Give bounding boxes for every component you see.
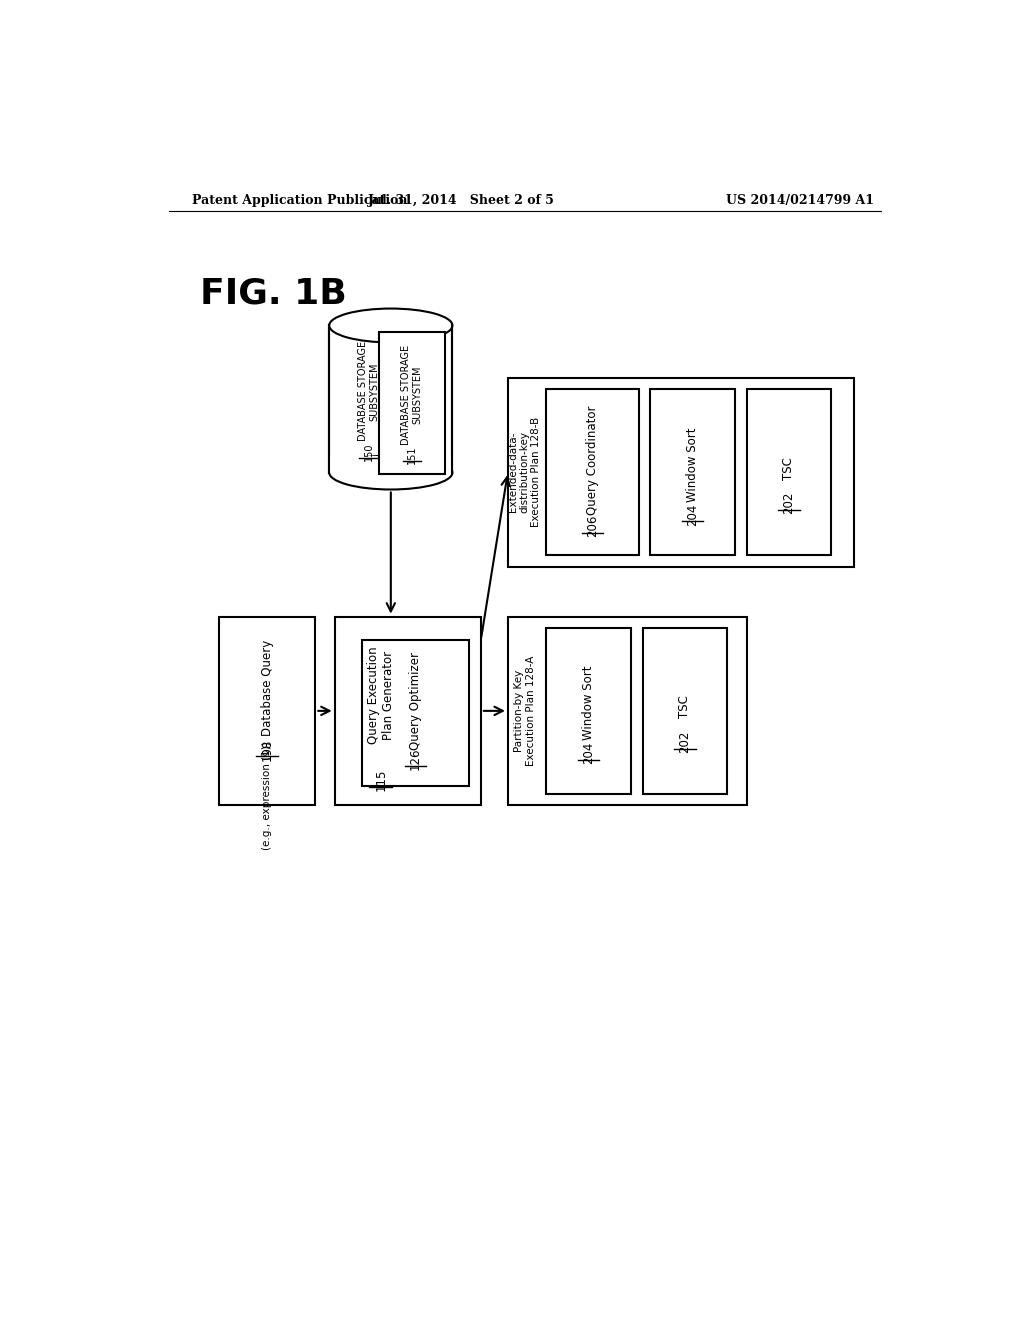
Bar [746,389,831,554]
Bar [330,326,453,473]
Text: TSC: TSC [679,696,691,718]
Bar [335,616,481,805]
Bar [547,389,639,554]
Bar [508,378,854,566]
Text: TSC: TSC [782,457,796,479]
Bar [508,616,746,805]
Bar [643,628,727,793]
Text: Extended-data-
distribution-key
Execution Plan 128-B: Extended-data- distribution-key Executio… [508,417,542,527]
Text: Query Execution
Plan Generator: Query Execution Plan Generator [367,647,395,744]
Text: DATABASE STORAGE
SUBSYSTEM: DATABASE STORAGE SUBSYSTEM [357,342,380,441]
Text: 206: 206 [586,515,599,537]
Text: Database Query: Database Query [261,640,273,737]
Text: 204: 204 [583,742,595,764]
Text: Window Sort: Window Sort [583,665,595,741]
Bar [361,640,469,785]
Text: 202: 202 [782,492,796,515]
Text: DATABASE STORAGE
SUBSYSTEM: DATABASE STORAGE SUBSYSTEM [401,345,423,445]
Text: Window Sort: Window Sort [686,428,699,502]
Ellipse shape [330,455,453,490]
Text: 150: 150 [364,442,374,461]
Text: Query Coordinator: Query Coordinator [586,405,599,515]
Text: FIG. 1B: FIG. 1B [200,276,346,310]
Ellipse shape [330,309,453,342]
Bar [379,331,444,474]
Bar [330,455,453,473]
Text: 202: 202 [679,730,691,752]
Text: Partition-by Key
Execution Plan 128-A: Partition-by Key Execution Plan 128-A [514,656,536,766]
Text: US 2014/0214799 A1: US 2014/0214799 A1 [726,194,874,207]
Bar [219,616,315,805]
Text: 151: 151 [407,446,417,465]
Text: 115: 115 [375,770,387,792]
Text: 204: 204 [686,503,699,525]
Text: 126: 126 [409,747,422,771]
Text: (e.g., expression (1)): (e.g., expression (1)) [262,742,272,850]
Text: Patent Application Publication: Patent Application Publication [193,194,408,207]
Text: Query Optimizer: Query Optimizer [409,652,422,750]
Text: 198: 198 [261,738,273,760]
Bar [650,389,735,554]
Bar [547,628,631,793]
Text: Jul. 31, 2014   Sheet 2 of 5: Jul. 31, 2014 Sheet 2 of 5 [369,194,555,207]
